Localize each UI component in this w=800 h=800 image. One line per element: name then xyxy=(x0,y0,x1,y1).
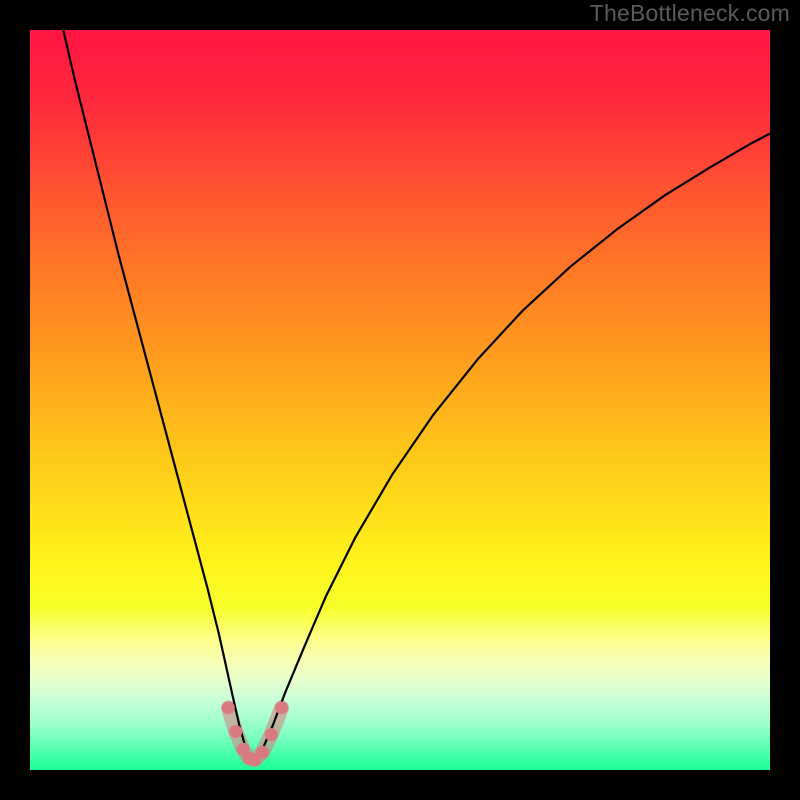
frame-bottom xyxy=(0,770,800,800)
bottleneck-curve xyxy=(63,30,770,761)
watermark-text: TheBottleneck.com xyxy=(590,0,790,27)
curve-layer xyxy=(30,30,770,770)
chart-stage: TheBottleneck.com xyxy=(0,0,800,800)
cusp-marker xyxy=(229,725,242,738)
plot-area xyxy=(30,30,770,770)
frame-right xyxy=(770,0,800,800)
cusp-marker xyxy=(275,701,288,714)
cusp-marker xyxy=(265,728,278,741)
cusp-marker xyxy=(222,701,235,714)
frame-left xyxy=(0,0,30,800)
cusp-marker xyxy=(256,746,269,759)
